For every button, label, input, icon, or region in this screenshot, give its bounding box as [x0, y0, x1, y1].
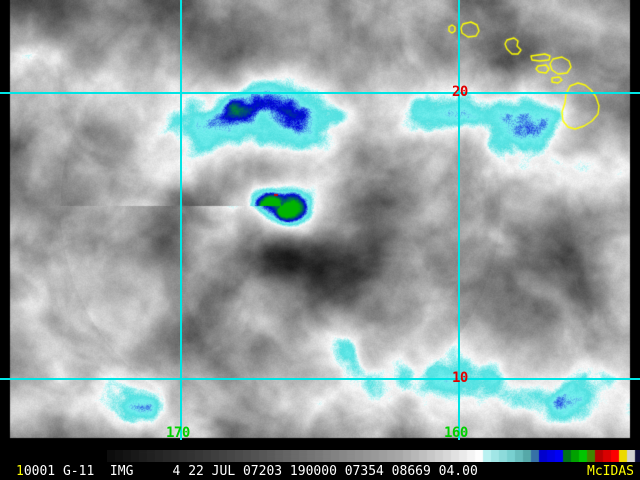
gridline-latitude-20	[0, 92, 640, 94]
satellite-image-area[interactable]: 20 10 170 160	[0, 0, 640, 440]
status-text: 0001 G-11 IMG 4 22 JUL 07203 190000 0735…	[23, 464, 478, 479]
mcidas-brand-label: McIDAS	[587, 464, 634, 479]
gridline-longitude-170	[180, 0, 182, 440]
enhancement-colorbar[interactable]	[107, 450, 640, 462]
infrared-satellite-image[interactable]	[0, 0, 640, 440]
longitude-label-160: 160	[444, 425, 468, 440]
gridline-longitude-160	[458, 0, 460, 440]
annotation-bar: 10001 G-11 IMG 4 22 JUL 07203 190000 073…	[0, 440, 640, 480]
longitude-label-170: 170	[166, 425, 190, 440]
latitude-label-20: 20	[452, 84, 468, 100]
latitude-label-10: 10	[452, 370, 468, 386]
status-prefix: 1	[16, 464, 24, 479]
gridline-latitude-10	[0, 378, 640, 380]
status-line: 10001 G-11 IMG 4 22 JUL 07203 190000 073…	[0, 464, 640, 480]
